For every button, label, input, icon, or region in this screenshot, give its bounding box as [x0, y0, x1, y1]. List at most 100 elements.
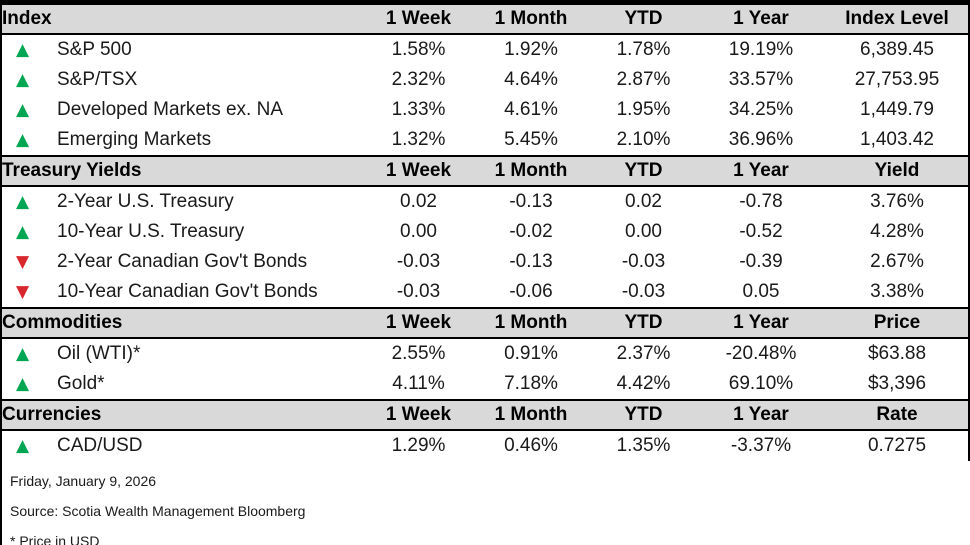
- row-label: 2-Year Canadian Gov't Bonds: [57, 251, 308, 272]
- row-label: S&P 500: [57, 39, 132, 60]
- col-header-yield: Yield: [826, 155, 968, 187]
- table-row: ▲ Emerging Markets 1.32% 5.45% 2.10% 36.9…: [2, 125, 968, 156]
- down-triangle-icon: ▼: [16, 252, 30, 272]
- cell-level: 27,753.95: [826, 65, 968, 95]
- cell-yield: 4.28%: [826, 217, 968, 247]
- table-row: ▲ 2-Year U.S. Treasury 0.02 -0.13 0.02 -0…: [2, 186, 968, 217]
- up-triangle-icon: ▲: [16, 130, 30, 150]
- source-line: Source: Scotia Wealth Management Bloombe…: [10, 503, 306, 519]
- cell-1month: -0.02: [471, 217, 591, 247]
- section-title: Currencies: [2, 399, 366, 431]
- up-triangle-icon: ▲: [16, 222, 30, 242]
- cell-ytd: 1.78%: [591, 34, 696, 65]
- cell-ytd: 2.10%: [591, 125, 696, 156]
- col-header-ytd: YTD: [591, 3, 696, 35]
- col-header-1year: 1 Year: [696, 155, 826, 187]
- cell-1week: -0.03: [366, 247, 471, 277]
- cell-price: $63.88: [826, 338, 968, 369]
- cell-1month: 4.61%: [471, 95, 591, 125]
- market-summary-table: Index 1 Week 1 Month YTD 1 Year Index Le…: [2, 3, 968, 461]
- cell-1year: -3.37%: [696, 430, 826, 461]
- table-row: ▲ S&P 500 1.58% 1.92% 1.78% 19.19% 6,389.…: [2, 34, 968, 65]
- table-row: ▲ Oil (WTI)* 2.55% 0.91% 2.37% -20.48% $6…: [2, 338, 968, 369]
- cell-1month: 5.45%: [471, 125, 591, 156]
- row-label: Gold*: [57, 373, 105, 394]
- table-row: ▲ S&P/TSX 2.32% 4.64% 2.87% 33.57% 27,753…: [2, 65, 968, 95]
- col-header-price: Price: [826, 307, 968, 339]
- up-triangle-icon: ▲: [16, 40, 30, 60]
- col-header-ytd: YTD: [591, 399, 696, 431]
- col-header-1month: 1 Month: [471, 307, 591, 339]
- col-header-ytd: YTD: [591, 155, 696, 187]
- up-triangle-icon: ▲: [16, 192, 30, 212]
- cell-yield: 2.67%: [826, 247, 968, 277]
- section-header-row-commodities: Commodities 1 Week 1 Month YTD 1 Year Pr…: [2, 307, 968, 339]
- row-label: S&P/TSX: [57, 69, 138, 90]
- col-header-1week: 1 Week: [366, 155, 471, 187]
- cell-1year: 19.19%: [696, 34, 826, 65]
- cell-1week: 1.58%: [366, 34, 471, 65]
- row-label: 10-Year Canadian Gov't Bonds: [57, 281, 318, 302]
- cell-1month: 7.18%: [471, 369, 591, 400]
- col-header-1week: 1 Week: [366, 3, 471, 35]
- col-header-1month: 1 Month: [471, 399, 591, 431]
- down-triangle-icon: ▼: [16, 282, 30, 302]
- row-label: Oil (WTI)*: [57, 343, 141, 364]
- row-label: 10-Year U.S. Treasury: [57, 221, 245, 242]
- price-note-line: * Price in USD: [10, 533, 100, 545]
- col-header-1month: 1 Month: [471, 155, 591, 187]
- col-header-1week: 1 Week: [366, 307, 471, 339]
- cell-1month: 1.92%: [471, 34, 591, 65]
- cell-1year: -0.52: [696, 217, 826, 247]
- table-row: ▲ Developed Markets ex. NA 1.33% 4.61% 1.…: [2, 95, 968, 125]
- table-row: ▲ CAD/USD 1.29% 0.46% 1.35% -3.37% 0.7275: [2, 430, 968, 461]
- cell-1year: 0.05: [696, 277, 826, 308]
- up-triangle-icon: ▲: [16, 344, 30, 364]
- cell-1year: -0.78: [696, 186, 826, 217]
- cell-1year: 69.10%: [696, 369, 826, 400]
- cell-1week: -0.03: [366, 277, 471, 308]
- cell-1week: 1.33%: [366, 95, 471, 125]
- section-header-row-currencies: Currencies 1 Week 1 Month YTD 1 Year Rat…: [2, 399, 968, 431]
- up-triangle-icon: ▲: [16, 70, 30, 90]
- row-label: Emerging Markets: [57, 129, 212, 150]
- col-header-1year: 1 Year: [696, 307, 826, 339]
- cell-price: $3,396: [826, 369, 968, 400]
- col-header-1year: 1 Year: [696, 3, 826, 35]
- section-header-row-treasury-yields: Treasury Yields 1 Week 1 Month YTD 1 Yea…: [2, 155, 968, 187]
- cell-ytd: 0.00: [591, 217, 696, 247]
- cell-1month: -0.13: [471, 247, 591, 277]
- cell-ytd: -0.03: [591, 247, 696, 277]
- up-triangle-icon: ▲: [16, 374, 30, 394]
- cell-1week: 1.32%: [366, 125, 471, 156]
- row-label: 2-Year U.S. Treasury: [57, 191, 234, 212]
- date-line: Friday, January 9, 2026: [10, 473, 157, 489]
- cell-1month: 0.91%: [471, 338, 591, 369]
- col-header-1week: 1 Week: [366, 399, 471, 431]
- cell-1month: -0.13: [471, 186, 591, 217]
- cell-1month: 0.46%: [471, 430, 591, 461]
- cell-1week: 2.55%: [366, 338, 471, 369]
- cell-1week: 4.11%: [366, 369, 471, 400]
- cell-1week: 1.29%: [366, 430, 471, 461]
- cell-yield: 3.76%: [826, 186, 968, 217]
- cell-1year: -0.39: [696, 247, 826, 277]
- cell-ytd: -0.03: [591, 277, 696, 308]
- section-title: Index: [2, 3, 366, 35]
- section-header-row-index: Index 1 Week 1 Month YTD 1 Year Index Le…: [2, 3, 968, 35]
- cell-1year: 33.57%: [696, 65, 826, 95]
- cell-1week: 2.32%: [366, 65, 471, 95]
- cell-1week: 0.02: [366, 186, 471, 217]
- market-table-wrap: Index 1 Week 1 Month YTD 1 Year Index Le…: [0, 0, 970, 461]
- cell-level: 6,389.45: [826, 34, 968, 65]
- up-triangle-icon: ▲: [16, 100, 30, 120]
- table-row: ▼ 2-Year Canadian Gov't Bonds -0.03 -0.13…: [2, 247, 968, 277]
- cell-ytd: 1.35%: [591, 430, 696, 461]
- cell-level: 1,403.42: [826, 125, 968, 156]
- cell-level: 1,449.79: [826, 95, 968, 125]
- section-title: Treasury Yields: [2, 155, 366, 187]
- row-label: CAD/USD: [57, 435, 143, 456]
- cell-ytd: 2.37%: [591, 338, 696, 369]
- cell-1month: 4.64%: [471, 65, 591, 95]
